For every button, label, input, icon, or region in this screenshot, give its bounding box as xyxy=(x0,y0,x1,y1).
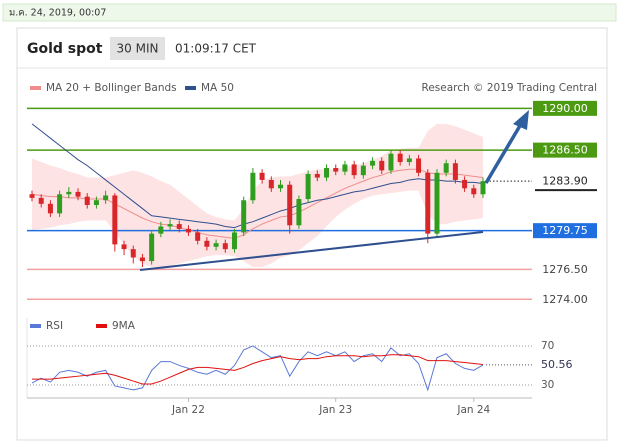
candle-body xyxy=(176,224,182,229)
candle-body xyxy=(130,249,136,258)
legend-swatch xyxy=(185,86,196,90)
candle-body xyxy=(406,158,412,163)
candle-body xyxy=(195,232,201,241)
date: ม.ค. 24, 2019, 00:07 xyxy=(9,8,106,19)
rsi-line xyxy=(31,345,484,392)
candle-body xyxy=(397,153,403,163)
candle-body xyxy=(29,194,35,198)
candle-body xyxy=(93,200,99,205)
level-label: 1274.00 xyxy=(542,293,588,306)
support-trendline xyxy=(139,231,484,271)
candle-body xyxy=(416,158,422,173)
candle-body xyxy=(231,232,237,250)
candle-body xyxy=(250,172,256,201)
candle-body xyxy=(351,164,357,176)
interval: 30 MIN xyxy=(117,42,159,56)
level-label: 1286.50 xyxy=(542,144,588,157)
level-box xyxy=(533,100,597,116)
level-box xyxy=(533,173,597,189)
candle-body xyxy=(287,184,293,226)
candle-body xyxy=(103,195,109,201)
plot: MA 20 + Bollinger Bands MA 50 Research © 2… xyxy=(27,82,597,416)
candle-body xyxy=(84,196,90,205)
candle-body xyxy=(213,243,219,247)
level-label: 1276.50 xyxy=(542,263,588,276)
candle-body xyxy=(370,160,376,166)
date-bar xyxy=(2,3,617,22)
level-label: 1283.90 xyxy=(542,175,588,188)
candle-body xyxy=(296,199,302,226)
value-label: 50.56 xyxy=(541,358,573,371)
candle-body xyxy=(139,257,145,262)
candle-body xyxy=(149,233,155,262)
legend-swatch xyxy=(30,86,41,90)
candle-body xyxy=(379,160,385,171)
interval-chip xyxy=(110,37,165,60)
candle-body xyxy=(75,191,81,197)
y-tick-label: 70 xyxy=(541,340,554,352)
candle-body xyxy=(47,203,53,214)
candle-body xyxy=(268,179,274,189)
candle-body xyxy=(425,172,431,234)
candle-body xyxy=(360,165,366,176)
candle-body xyxy=(121,244,127,250)
x-tick-label: Jan 23 xyxy=(318,404,352,416)
candle-body xyxy=(222,243,228,250)
candle-body xyxy=(462,179,468,189)
projection-arrow xyxy=(484,123,523,184)
legend-label: MA 20 + Bollinger Bands xyxy=(46,82,177,94)
level-label: 1279.75 xyxy=(542,224,588,237)
candle-body xyxy=(342,164,348,172)
legend-swatch xyxy=(96,324,107,328)
x-tick-label: Jan 24 xyxy=(456,404,490,416)
candle-body xyxy=(57,194,63,214)
candle-body xyxy=(314,173,320,178)
candle-body xyxy=(443,163,449,173)
candle-body xyxy=(305,173,311,200)
candle-body xyxy=(204,240,210,247)
candle-body xyxy=(452,163,458,180)
candle-body xyxy=(112,195,118,245)
candle-body xyxy=(471,188,477,195)
legend-swatch xyxy=(30,324,41,328)
candle-body xyxy=(259,172,265,180)
candle-body xyxy=(38,197,44,204)
candle-body xyxy=(333,168,339,172)
candle-body xyxy=(278,184,284,189)
y-tick-label: 30 xyxy=(541,379,554,391)
title: Gold spot xyxy=(27,41,103,57)
time: 01:09:17 CET xyxy=(175,42,257,56)
x-tick-label: Jan 22 xyxy=(171,404,205,416)
projection-arrowhead xyxy=(513,110,529,130)
source: Research © 2019 Trading Central xyxy=(422,82,598,94)
candle-body xyxy=(324,168,330,178)
candle-body xyxy=(480,181,486,195)
level-box xyxy=(533,223,597,239)
candle-body xyxy=(66,191,72,195)
legend-label: MA 50 xyxy=(201,82,234,94)
rsi-line xyxy=(32,354,484,385)
level-box xyxy=(533,142,597,158)
candle-body xyxy=(185,228,191,233)
legend-label: RSI xyxy=(46,320,63,332)
level-label: 1290.00 xyxy=(542,102,588,115)
candle-body xyxy=(167,224,173,227)
candle-body xyxy=(158,226,164,234)
legend-label: 9MA xyxy=(112,320,136,332)
candle-body xyxy=(241,200,247,233)
moving-average xyxy=(31,123,484,229)
candle-body xyxy=(388,153,394,171)
candle-body xyxy=(434,172,440,234)
